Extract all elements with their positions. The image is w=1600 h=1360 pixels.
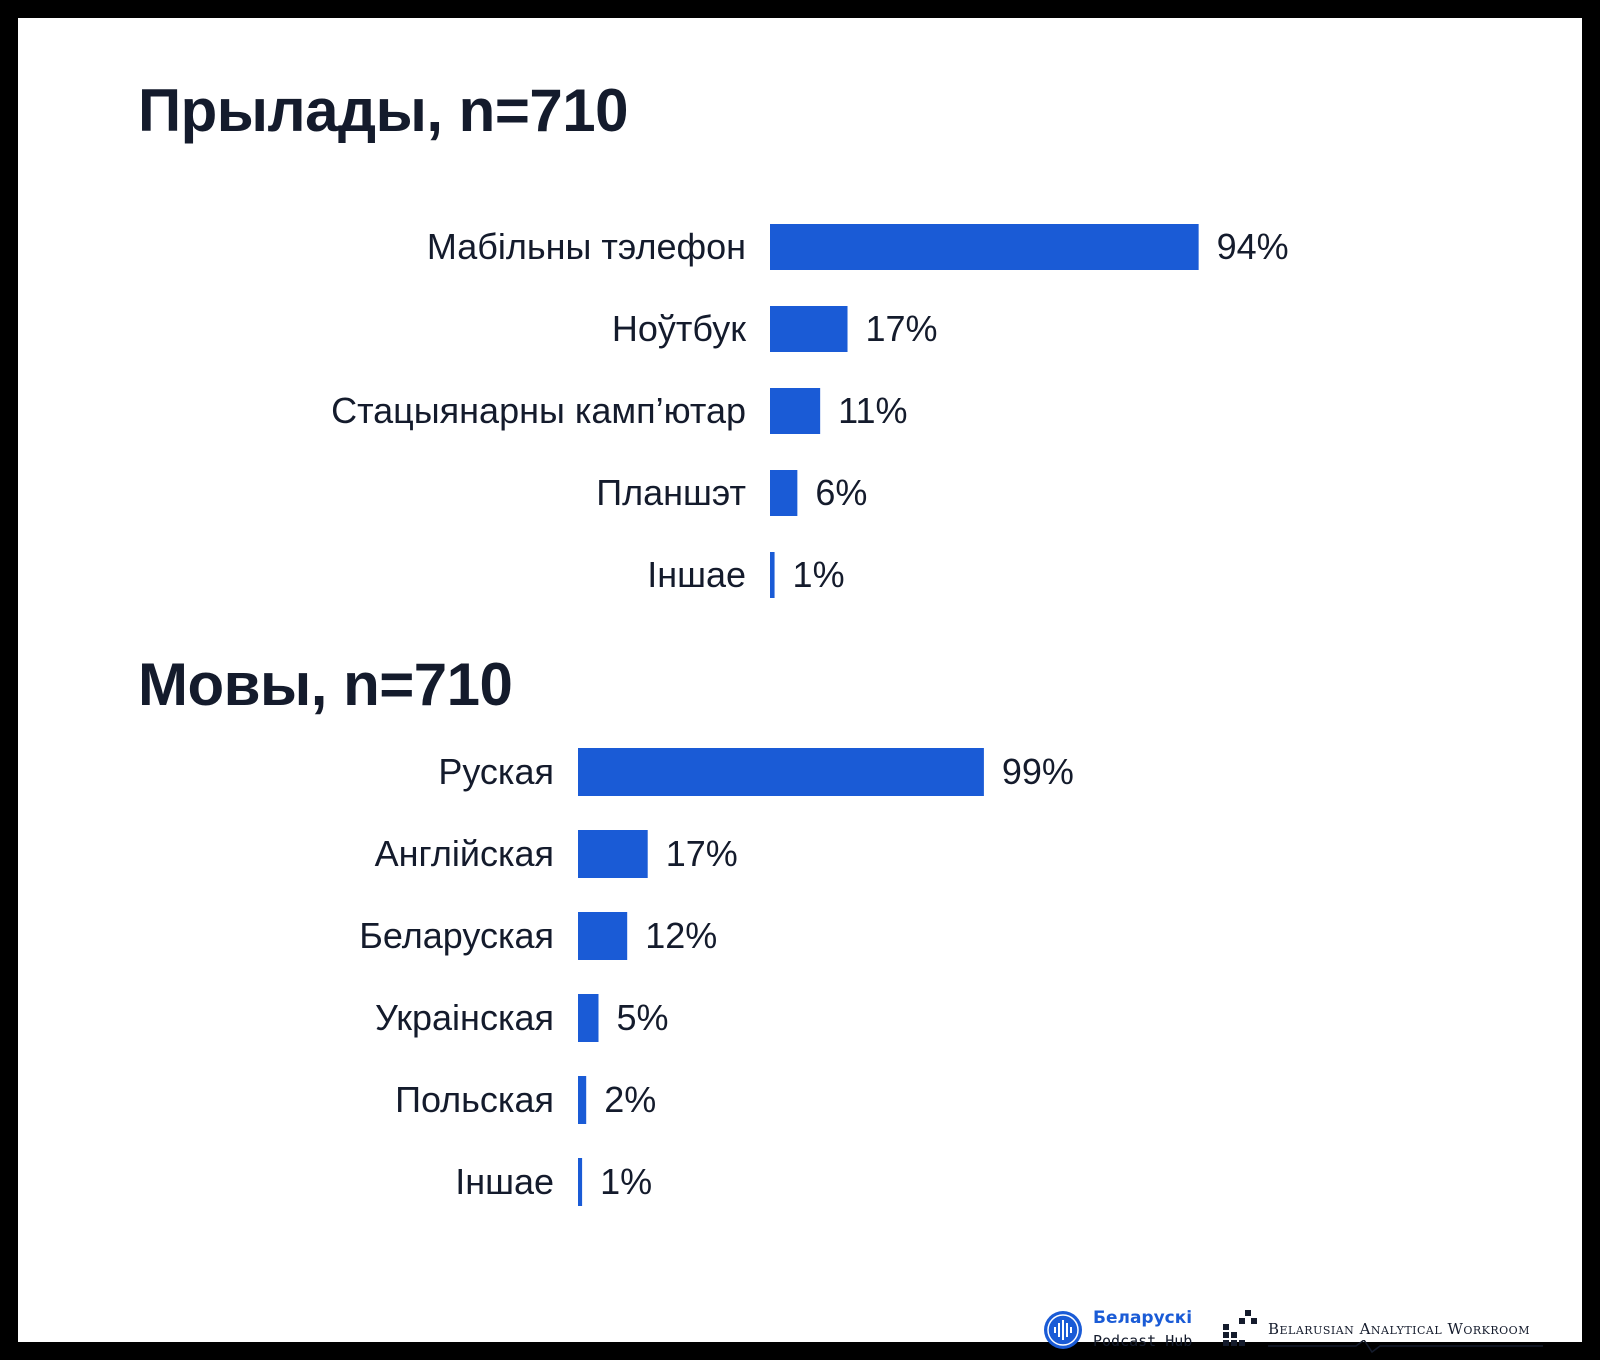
languages-bar	[578, 912, 628, 960]
languages-value-label: 5%	[617, 997, 669, 1038]
devices-category-label: Ноўтбук	[612, 308, 746, 349]
languages-bar	[578, 1076, 587, 1124]
languages-category-label: Руская	[438, 751, 554, 792]
languages-category-label: Беларуская	[359, 915, 554, 956]
devices-category-label: Іншае	[647, 554, 746, 595]
languages-value-label: 1%	[600, 1161, 652, 1202]
languages-category-label: Польская	[395, 1079, 554, 1120]
languages-bar	[578, 1158, 583, 1206]
infographic-panel: Прылады, n=710 Мовы, n=710 Мабільны тэле…	[18, 18, 1582, 1354]
analytical-workroom-logo-text: Belarusian Analytical Workroom	[1268, 1320, 1530, 1338]
languages-chart-title: Мовы, n=710	[138, 651, 513, 718]
devices-category-label: Мабільны тэлефон	[427, 226, 746, 267]
devices-bar	[770, 224, 1199, 270]
devices-bar-chart: Мабільны тэлефон 94% Ноўтбук 17% Стацыянарны…	[331, 224, 1289, 1206]
devices-value-label: 17%	[866, 308, 938, 349]
footer-logos: Беларускі Podcast Hub Belarusian Analyti…	[1043, 1308, 1583, 1356]
languages-value-label: 12%	[645, 915, 717, 956]
podcast-hub-logo-line2: Podcast Hub	[1093, 1332, 1193, 1350]
devices-value-label: 94%	[1217, 226, 1289, 267]
podcast-hub-logo-line1: Беларускі	[1093, 1308, 1193, 1328]
languages-value-label: 2%	[604, 1079, 656, 1120]
devices-bar	[770, 388, 821, 434]
languages-category-label: Англійская	[375, 833, 554, 874]
devices-category-label: Стацыянарны камп’ютар	[331, 390, 746, 431]
microphone-waveform-icon	[1044, 1311, 1082, 1349]
devices-category-label: Планшэт	[596, 472, 746, 513]
devices-value-label: 11%	[838, 390, 907, 431]
languages-bar	[578, 830, 648, 878]
devices-bar	[770, 306, 848, 352]
devices-bars-group: Мабільны тэлефон 94% Ноўтбук 17% Стацыянарны…	[331, 224, 1289, 598]
languages-bars-group: Руская 99% Англійская 17% Беларуская 12% Украі…	[359, 748, 1074, 1206]
devices-value-label: 6%	[815, 472, 867, 513]
analytical-workroom-underline	[1268, 1340, 1543, 1354]
languages-value-label: 17%	[666, 833, 738, 874]
devices-bar	[770, 552, 775, 598]
languages-value-label: 99%	[1002, 751, 1074, 792]
languages-bar	[578, 748, 984, 796]
devices-value-label: 1%	[793, 554, 845, 595]
languages-bar	[578, 994, 599, 1042]
languages-category-label: Украінская	[375, 997, 554, 1038]
devices-chart-title: Прылады, n=710	[138, 77, 628, 144]
devices-bar	[770, 470, 798, 516]
pixel-blocks-icon	[1223, 1310, 1257, 1346]
languages-category-label: Іншае	[455, 1161, 554, 1202]
